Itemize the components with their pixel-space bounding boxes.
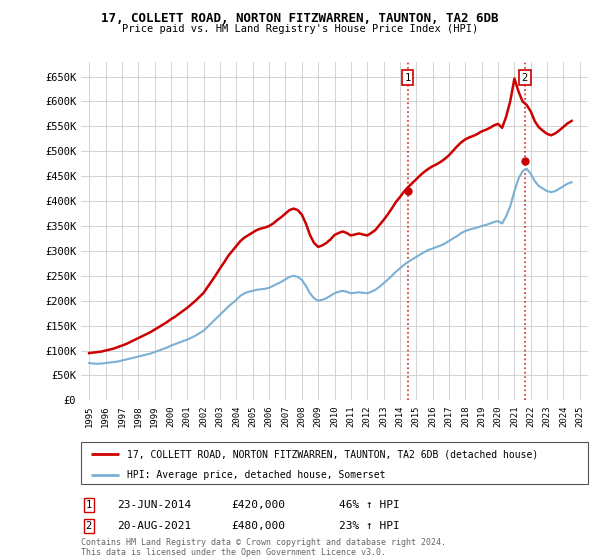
Text: 1: 1 — [86, 500, 92, 510]
Text: 20-AUG-2021: 20-AUG-2021 — [117, 521, 191, 531]
Text: Contains HM Land Registry data © Crown copyright and database right 2024.
This d: Contains HM Land Registry data © Crown c… — [81, 538, 446, 557]
Text: 17, COLLETT ROAD, NORTON FITZWARREN, TAUNTON, TA2 6DB: 17, COLLETT ROAD, NORTON FITZWARREN, TAU… — [101, 12, 499, 25]
Text: £480,000: £480,000 — [231, 521, 285, 531]
Text: 23-JUN-2014: 23-JUN-2014 — [117, 500, 191, 510]
Text: 2: 2 — [522, 73, 528, 82]
Text: 23% ↑ HPI: 23% ↑ HPI — [339, 521, 400, 531]
Text: £420,000: £420,000 — [231, 500, 285, 510]
FancyBboxPatch shape — [81, 442, 588, 484]
Text: Price paid vs. HM Land Registry's House Price Index (HPI): Price paid vs. HM Land Registry's House … — [122, 24, 478, 34]
Text: 1: 1 — [404, 73, 411, 82]
Text: 17, COLLETT ROAD, NORTON FITZWARREN, TAUNTON, TA2 6DB (detached house): 17, COLLETT ROAD, NORTON FITZWARREN, TAU… — [127, 449, 538, 459]
Text: 46% ↑ HPI: 46% ↑ HPI — [339, 500, 400, 510]
Text: HPI: Average price, detached house, Somerset: HPI: Average price, detached house, Some… — [127, 470, 385, 480]
Text: 2: 2 — [86, 521, 92, 531]
